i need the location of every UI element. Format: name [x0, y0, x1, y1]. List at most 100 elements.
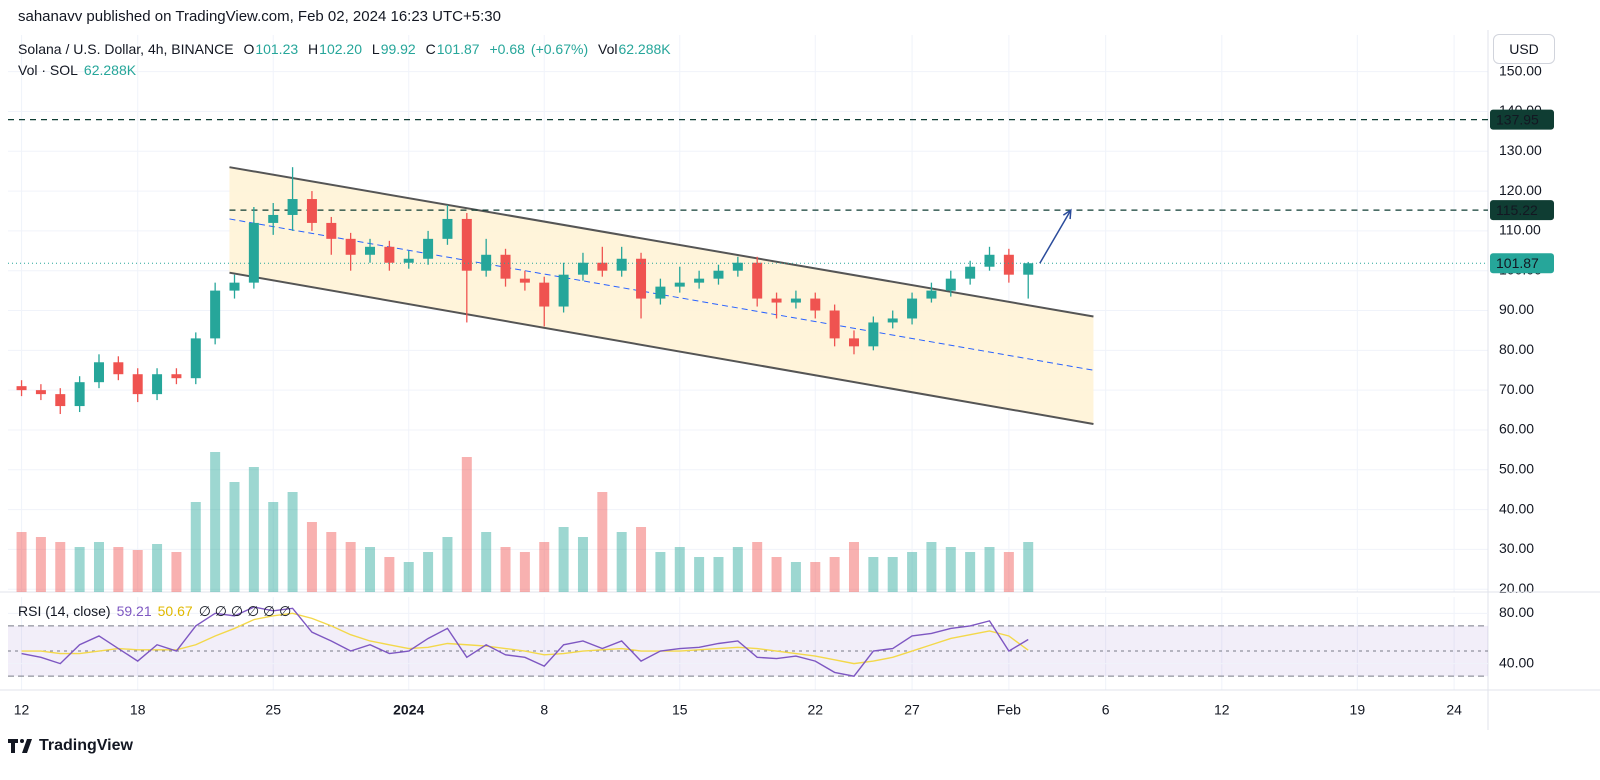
- volume-bar: [597, 492, 608, 592]
- change-pct: (+0.67%): [530, 41, 589, 57]
- volume-bar: [229, 482, 240, 592]
- volume-bar: [655, 552, 666, 592]
- candle-body: [74, 382, 85, 407]
- candle-body: [55, 394, 66, 407]
- legend-key: O: [243, 41, 255, 57]
- volume-bar: [558, 527, 569, 592]
- candle-body: [907, 298, 918, 319]
- x-tick-label: 12: [1214, 702, 1230, 718]
- currency-button[interactable]: USD: [1493, 34, 1555, 64]
- candle-body: [965, 266, 976, 279]
- volume-bar: [771, 557, 782, 592]
- volume-bar: [965, 552, 976, 592]
- candle-body: [190, 338, 201, 379]
- candle-body: [171, 374, 182, 379]
- volume-bar: [93, 542, 104, 592]
- price-label-box: [1490, 253, 1554, 274]
- volume-bar: [55, 542, 66, 592]
- candle-body: [674, 282, 685, 287]
- candle-body: [287, 199, 298, 215]
- rsi-ma-value: 50.67: [157, 603, 193, 619]
- volume-bar: [926, 542, 937, 592]
- candle-body: [655, 286, 666, 299]
- rsi-ma-line: [21, 612, 1029, 665]
- candle-body: [713, 270, 724, 279]
- volume-bar: [190, 502, 201, 592]
- price-label: 115.22: [1496, 202, 1538, 218]
- volume-bar: [810, 562, 821, 592]
- candle-body: [868, 322, 879, 347]
- volume-bar: [500, 547, 511, 592]
- x-tick-label: 24: [1446, 702, 1462, 718]
- candle-body: [810, 298, 821, 311]
- volume-bar: [848, 542, 859, 592]
- volume-bar: [306, 522, 317, 592]
- volume-bar: [384, 557, 395, 592]
- vol-key: Vol: [598, 41, 618, 57]
- candle-body: [771, 298, 782, 303]
- volume-bar: [16, 532, 27, 592]
- volume-bar: [132, 550, 143, 592]
- volume-bar: [171, 552, 182, 592]
- legend-value: 102.20: [319, 41, 362, 57]
- channel-upper: [229, 166, 1094, 318]
- candle-body: [848, 338, 859, 347]
- volume-bar: [577, 537, 588, 592]
- candle-body: [1003, 254, 1014, 275]
- brand-name: TradingView: [39, 737, 133, 754]
- candle-body: [597, 262, 608, 271]
- publisher: sahanavv published on TradingView.com, F…: [18, 8, 501, 25]
- volume-bar: [268, 502, 279, 592]
- candle-body: [248, 222, 259, 283]
- rsi-extra: ∅ ∅ ∅ ∅ ∅ ∅: [198, 603, 292, 619]
- volume-bar: [519, 552, 530, 592]
- candle-body: [636, 258, 647, 299]
- x-tick-label: 27: [904, 702, 920, 718]
- legend-key: C: [425, 41, 436, 57]
- volume-bar: [907, 552, 918, 592]
- rsi-line: [21, 606, 1029, 677]
- price-label-box: [1490, 200, 1554, 221]
- volume-bar: [945, 547, 956, 592]
- rsi-band: [8, 625, 1488, 677]
- volume-bar: [674, 547, 685, 592]
- volume-bar: [829, 557, 840, 592]
- candle-body: [210, 290, 221, 339]
- volume-legend: Vol · SOL 62.288K: [18, 62, 142, 78]
- volume-bar: [481, 532, 492, 592]
- rsi-legend: RSI (14, close) 59.21 50.67 ∅ ∅ ∅ ∅ ∅ ∅: [18, 603, 297, 620]
- price-label-box: [1490, 109, 1554, 130]
- y-tick-label: 40.00: [1499, 500, 1534, 516]
- channel-lower: [229, 271, 1094, 425]
- x-tick-label: 25: [265, 702, 281, 718]
- volume-bar: [210, 452, 221, 592]
- price-label: 137.95: [1496, 111, 1539, 127]
- volume-bar: [287, 492, 298, 592]
- candle-body: [132, 374, 143, 395]
- volume-bar: [442, 537, 453, 592]
- candle-body: [694, 278, 705, 283]
- x-tick-label: 18: [130, 702, 146, 718]
- volume-bar: [868, 557, 879, 592]
- y-tick-label: 20.00: [1499, 580, 1534, 596]
- brand: TradingView: [8, 735, 133, 757]
- volume-bar: [790, 562, 801, 592]
- volume-bar: [345, 542, 356, 592]
- y-tick-label: 130.00: [1499, 142, 1542, 158]
- volume-bar: [616, 532, 627, 592]
- legend-value: 101.23: [255, 41, 299, 57]
- y-tick-label: 150.00: [1499, 62, 1542, 78]
- candle-body: [384, 246, 395, 263]
- candle-body: [984, 254, 995, 267]
- rsi-value: 59.21: [116, 603, 152, 619]
- y-tick-label: 50.00: [1499, 460, 1534, 476]
- change: +0.68: [489, 41, 525, 57]
- volume-bar: [152, 544, 163, 592]
- rsi-title: RSI (14, close): [18, 603, 111, 619]
- candle-body: [732, 262, 743, 271]
- legend-key: L: [371, 41, 380, 57]
- vol-value: 62.288K: [618, 41, 671, 57]
- candle-body: [926, 290, 937, 299]
- candle-body: [500, 254, 511, 279]
